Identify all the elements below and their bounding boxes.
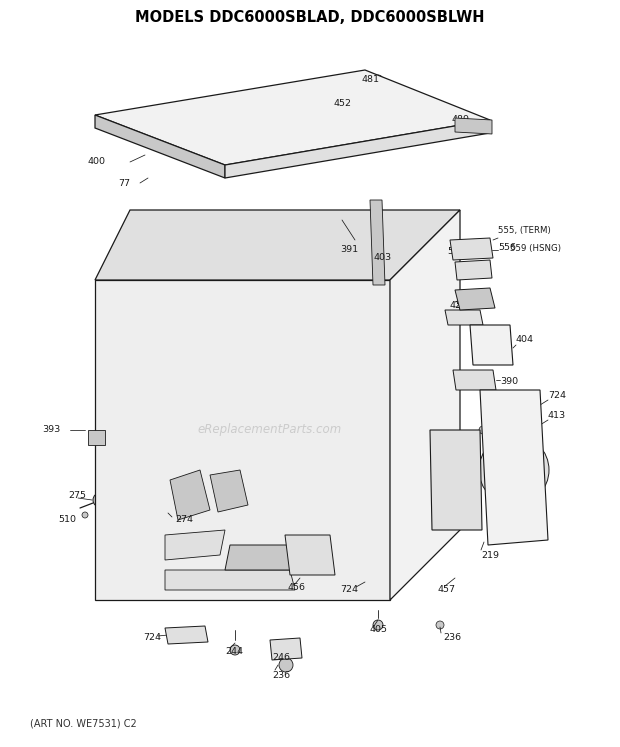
Text: 246: 246 bbox=[272, 654, 290, 663]
Text: eReplacementParts.com: eReplacementParts.com bbox=[198, 424, 342, 436]
Polygon shape bbox=[95, 280, 390, 600]
Text: 393: 393 bbox=[42, 426, 60, 435]
Text: 555, (TERM): 555, (TERM) bbox=[498, 226, 551, 235]
Polygon shape bbox=[455, 260, 492, 280]
Circle shape bbox=[479, 426, 487, 434]
Text: 457: 457 bbox=[437, 586, 455, 595]
Circle shape bbox=[101, 486, 109, 494]
Polygon shape bbox=[455, 288, 495, 310]
Circle shape bbox=[162, 504, 174, 516]
Bar bbox=[310, 300, 380, 500]
Polygon shape bbox=[95, 70, 490, 165]
Text: 403: 403 bbox=[373, 253, 391, 262]
Circle shape bbox=[93, 493, 107, 507]
Polygon shape bbox=[455, 118, 492, 134]
Text: 77: 77 bbox=[118, 179, 130, 187]
Polygon shape bbox=[210, 470, 248, 512]
Polygon shape bbox=[430, 430, 482, 530]
Circle shape bbox=[154, 124, 162, 132]
Circle shape bbox=[230, 645, 240, 655]
Bar bbox=[135, 300, 190, 500]
Polygon shape bbox=[165, 570, 295, 590]
Text: 400: 400 bbox=[88, 158, 106, 167]
Circle shape bbox=[82, 512, 88, 518]
Text: 274: 274 bbox=[175, 515, 193, 524]
Polygon shape bbox=[225, 545, 295, 570]
Text: 390: 390 bbox=[500, 377, 518, 386]
Text: 559 (HSNG): 559 (HSNG) bbox=[510, 244, 561, 252]
Circle shape bbox=[479, 435, 549, 505]
Polygon shape bbox=[445, 310, 483, 325]
Polygon shape bbox=[225, 120, 490, 178]
Circle shape bbox=[101, 466, 109, 474]
Bar bbox=[292, 542, 324, 567]
Polygon shape bbox=[165, 626, 208, 644]
Polygon shape bbox=[270, 638, 302, 660]
Circle shape bbox=[222, 107, 238, 123]
Text: 405: 405 bbox=[370, 625, 388, 634]
Polygon shape bbox=[370, 200, 385, 285]
Text: 724: 724 bbox=[548, 391, 566, 400]
Circle shape bbox=[474, 295, 482, 303]
Circle shape bbox=[445, 500, 465, 520]
Polygon shape bbox=[450, 238, 493, 260]
Text: 556: 556 bbox=[498, 244, 516, 252]
Text: 724: 724 bbox=[143, 633, 161, 642]
Circle shape bbox=[461, 296, 469, 304]
Polygon shape bbox=[95, 115, 225, 178]
Polygon shape bbox=[170, 470, 210, 520]
Text: 489: 489 bbox=[452, 116, 470, 125]
Text: 391: 391 bbox=[340, 246, 358, 255]
Circle shape bbox=[373, 75, 383, 85]
Polygon shape bbox=[470, 325, 513, 365]
Text: 452: 452 bbox=[333, 99, 351, 108]
Text: (ART NO. WE7531) C2: (ART NO. WE7531) C2 bbox=[30, 719, 137, 729]
Bar bbox=[435, 478, 475, 503]
Text: 219: 219 bbox=[481, 551, 499, 560]
Text: 481: 481 bbox=[362, 75, 380, 84]
Polygon shape bbox=[285, 535, 335, 575]
Text: MODELS DDC6000SBLAD, DDC6000SBLWH: MODELS DDC6000SBLAD, DDC6000SBLWH bbox=[135, 10, 485, 25]
Circle shape bbox=[494, 450, 534, 490]
Text: 236: 236 bbox=[272, 671, 290, 680]
Circle shape bbox=[373, 620, 383, 630]
Text: 244: 244 bbox=[225, 648, 243, 657]
Text: 420: 420 bbox=[450, 300, 468, 309]
Polygon shape bbox=[480, 390, 548, 545]
Bar bbox=[220, 300, 280, 500]
Circle shape bbox=[168, 632, 176, 640]
Text: 557: 557 bbox=[455, 300, 473, 309]
Circle shape bbox=[153, 498, 197, 542]
Text: 456: 456 bbox=[287, 583, 305, 592]
Polygon shape bbox=[165, 530, 225, 560]
Text: 275: 275 bbox=[68, 492, 86, 500]
Circle shape bbox=[313, 93, 327, 107]
Text: 404: 404 bbox=[516, 335, 534, 344]
Polygon shape bbox=[135, 290, 390, 590]
Text: 413: 413 bbox=[548, 411, 566, 420]
Polygon shape bbox=[95, 210, 460, 280]
Text: 724: 724 bbox=[340, 586, 358, 595]
Circle shape bbox=[436, 621, 444, 629]
Polygon shape bbox=[390, 210, 460, 600]
Text: 562: 562 bbox=[447, 247, 465, 256]
Bar bbox=[435, 440, 475, 470]
Polygon shape bbox=[88, 430, 105, 445]
Circle shape bbox=[101, 426, 109, 434]
Text: 236: 236 bbox=[443, 633, 461, 642]
Polygon shape bbox=[453, 370, 496, 390]
Text: 510: 510 bbox=[58, 515, 76, 524]
Circle shape bbox=[279, 658, 293, 672]
Circle shape bbox=[101, 446, 109, 454]
